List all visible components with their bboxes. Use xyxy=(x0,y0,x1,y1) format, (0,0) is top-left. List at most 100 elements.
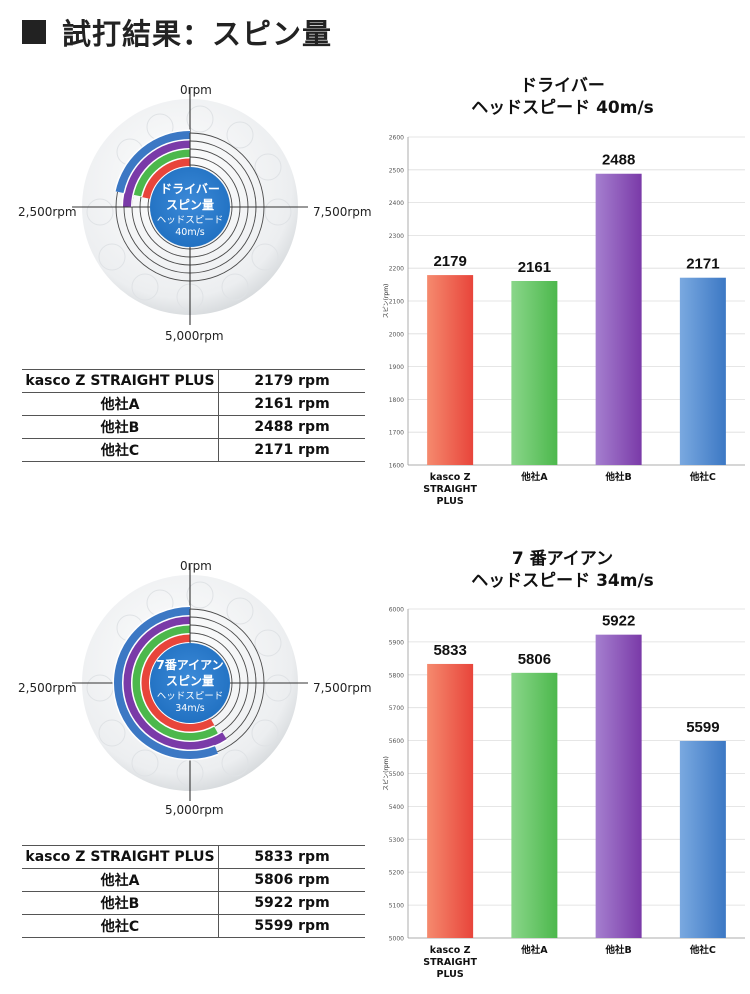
bar-c xyxy=(679,740,726,938)
y-tick-label: 5700 xyxy=(389,705,404,712)
table-cell-name: 他社B xyxy=(22,415,219,439)
table-cell-name: 他社A xyxy=(22,392,219,416)
center-text-line4: 40m/s xyxy=(175,227,205,238)
table-cell-name: kasco Z STRAIGHT PLUS xyxy=(22,845,219,869)
y-tick-label: 5800 xyxy=(389,672,404,679)
bar-b xyxy=(595,634,642,938)
ball-dimple xyxy=(226,597,254,625)
table-cell-value: 5922 rpm xyxy=(218,891,365,915)
center-text-line4: 34m/s xyxy=(175,703,205,714)
dial-label-left: 2,500rpm xyxy=(18,205,77,219)
bar-a xyxy=(511,280,558,465)
table-cell-name: 他社B xyxy=(22,891,219,915)
y-axis-label: スピン(rpm) xyxy=(383,284,390,319)
x-tick-label: 他社C xyxy=(689,471,716,483)
ball-dimple xyxy=(251,719,279,747)
dial-label-top: 0rpm xyxy=(180,83,212,97)
ball-dimple xyxy=(254,629,282,657)
dial-label-top: 0rpm xyxy=(180,559,212,573)
bar-value-label: 2171 xyxy=(686,256,719,273)
iron-chart-plot: 5000 5100 5200 5300 5400 5500 5600 5700 5800 5900… xyxy=(383,607,745,980)
dial-label-right: 7,500rpm xyxy=(313,681,372,695)
bar-b xyxy=(595,173,642,465)
driver-bar-chart: ドライバー ヘッドスピード 40m/s 1600 1700 1800 1900 2000… xyxy=(375,75,750,515)
y-tick-label: 5500 xyxy=(389,771,404,778)
page-title: 試打結果：スピン量 xyxy=(62,17,333,51)
y-tick-label: 2600 xyxy=(389,135,404,142)
spin-arc-a xyxy=(132,625,219,741)
ball-dimple xyxy=(221,273,249,301)
bar-value-label: 5599 xyxy=(686,719,719,736)
ball-dimple xyxy=(186,105,214,133)
y-tick-label: 5300 xyxy=(389,837,404,844)
center-disk xyxy=(150,167,230,247)
dial-label-right: 7,500rpm xyxy=(313,205,372,219)
y-tick-label: 5000 xyxy=(389,936,404,943)
table-row: 他社A 5806 rpm xyxy=(22,868,365,892)
table-row: 他社C 2171 rpm xyxy=(22,438,365,462)
spin-arc-c xyxy=(115,131,191,194)
iron-results-table: kasco Z STRAIGHT PLUS 5833 rpm 他社A 5806 rp… xyxy=(22,845,365,938)
x-tick-label: kasco Z xyxy=(430,945,471,956)
x-tick-label: 他社B xyxy=(605,471,632,483)
ball-dimple xyxy=(254,153,282,181)
y-tick-label: 5100 xyxy=(389,903,404,910)
dial-label-bottom: 5,000rpm xyxy=(165,329,224,343)
table-cell-value: 2161 rpm xyxy=(218,392,365,416)
bar-value-label: 2179 xyxy=(433,253,466,270)
y-tick-label: 1900 xyxy=(389,364,404,371)
page-header: 試打結果：スピン量 xyxy=(22,10,332,54)
center-text-line1: ドライバー xyxy=(160,182,220,196)
x-tick-label: PLUS xyxy=(437,969,464,980)
iron-spin-dial: 7番アイアン スピン量 ヘッドスピード 34m/s 0rpm 7,500rpm 5,0… xyxy=(0,554,380,834)
bar-value-label: 5806 xyxy=(518,651,551,668)
y-tick-label: 2200 xyxy=(389,266,404,273)
y-tick-label: 5200 xyxy=(389,870,404,877)
ball-dimple xyxy=(221,749,249,777)
y-tick-label: 6000 xyxy=(389,607,404,614)
bar-value-label: 5922 xyxy=(602,613,635,630)
ball-dimple xyxy=(98,719,126,747)
bar-kasco xyxy=(427,275,474,465)
x-tick-label: STRAIGHT xyxy=(423,957,477,968)
table-cell-name: kasco Z STRAIGHT PLUS xyxy=(22,369,219,393)
iron-bar-chart: 7 番アイアン ヘッドスピード 34m/s 5000 5100 5200 5300 54… xyxy=(375,548,750,994)
header-square-icon xyxy=(22,20,46,44)
ball-dimple xyxy=(131,749,159,777)
y-tick-label: 5900 xyxy=(389,639,404,646)
x-tick-label: 他社A xyxy=(520,471,548,483)
y-tick-label: 1600 xyxy=(389,463,404,470)
ball-dimple xyxy=(186,581,214,609)
table-row: 他社A 2161 rpm xyxy=(22,392,365,416)
center-text-line3: ヘッドスピード xyxy=(157,215,224,226)
chart-title-line1: ドライバー xyxy=(520,76,605,96)
spin-arc-kasco xyxy=(141,158,191,199)
y-axis-label: スピン(rpm) xyxy=(383,756,390,791)
driver-results-table: kasco Z STRAIGHT PLUS 2179 rpm 他社A 2161 rp… xyxy=(22,369,365,462)
ball-dimple xyxy=(264,674,292,702)
center-text-line3: ヘッドスピード xyxy=(157,691,224,702)
dial-label-bottom: 5,000rpm xyxy=(165,803,224,817)
y-tick-label: 2500 xyxy=(389,167,404,174)
chart-title-line2: ヘッドスピード 40m/s xyxy=(471,98,654,118)
table-cell-value: 2171 rpm xyxy=(218,438,365,462)
chart-title-line2: ヘッドスピード 34m/s xyxy=(471,571,654,591)
spin-arc-b xyxy=(123,140,191,207)
dial-label-left: 2,500rpm xyxy=(18,681,77,695)
y-tick-label: 2400 xyxy=(389,200,404,207)
y-tick-label: 2100 xyxy=(389,299,404,306)
bar-c xyxy=(679,277,726,465)
bar-value-label: 2488 xyxy=(602,152,635,169)
table-cell-value: 5833 rpm xyxy=(218,845,365,869)
table-cell-value: 5806 rpm xyxy=(218,868,365,892)
table-row: 他社C 5599 rpm xyxy=(22,914,365,938)
driver-spin-dial: ドライバー スピン量 ヘッドスピード 40m/s 0rpm 7,500rpm 5,00… xyxy=(0,78,380,358)
spin-arc-a xyxy=(133,149,191,197)
y-tick-label: 5600 xyxy=(389,738,404,745)
table-cell-name: 他社C xyxy=(22,438,219,462)
table-row: kasco Z STRAIGHT PLUS 2179 rpm xyxy=(22,369,365,393)
ball-dimple xyxy=(251,243,279,271)
y-tick-label: 5400 xyxy=(389,804,404,811)
